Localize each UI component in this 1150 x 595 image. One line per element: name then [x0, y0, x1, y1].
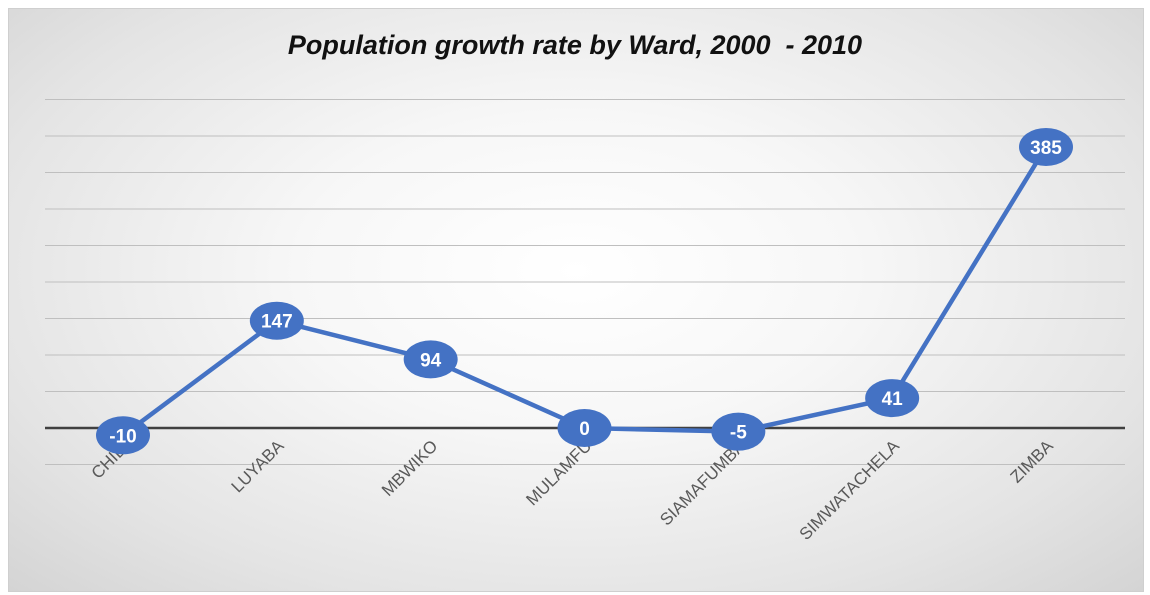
data-label: -5	[730, 423, 747, 444]
x-tick-label: LUYABA	[228, 436, 288, 496]
data-point-marker	[557, 409, 612, 447]
data-label: -10	[109, 426, 136, 447]
data-point-marker	[96, 416, 150, 455]
data-point-marker	[249, 301, 304, 340]
x-tick-label: SIMWATACHELA	[796, 436, 904, 544]
x-tick-label: MBWIKO	[378, 436, 442, 500]
x-tick-label: MULAMFU	[522, 436, 595, 509]
data-label: 385	[1030, 138, 1062, 159]
data-label: 147	[261, 312, 293, 333]
data-point-marker	[711, 412, 766, 451]
chart-title: Population growth rate by Ward, 2000 - 2…	[287, 30, 863, 60]
data-label: 41	[882, 389, 904, 410]
data-label: 94	[420, 350, 442, 371]
x-tick-label: ZIMBA	[1007, 436, 1058, 487]
data-point-marker	[1019, 127, 1073, 166]
data-point-marker	[403, 340, 458, 379]
data-label: 0	[579, 419, 590, 440]
data-point-marker	[865, 379, 920, 418]
